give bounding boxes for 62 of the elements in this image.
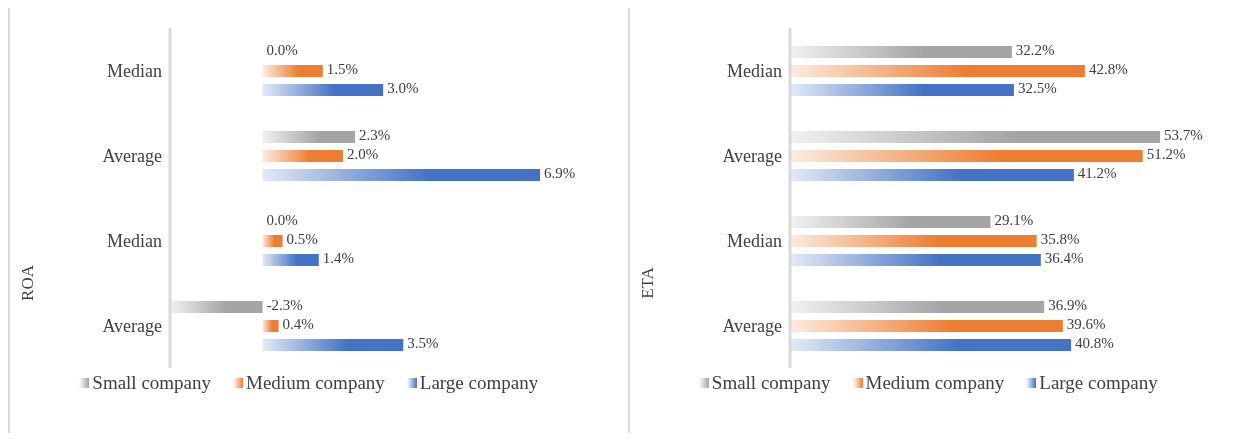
legend-label: Large company — [418, 372, 539, 394]
data-label: 6.9% — [544, 165, 576, 182]
data-label: 0.0% — [266, 212, 298, 229]
y-tick-label: Median — [726, 60, 782, 81]
data-label: -2.3% — [266, 297, 303, 314]
bar — [789, 320, 1063, 332]
data-label: 3.0% — [387, 80, 419, 97]
y-tick-label: Average — [102, 315, 163, 336]
bar — [262, 169, 540, 181]
legend-label: Large company — [1038, 372, 1158, 394]
data-label: 53.7% — [1163, 127, 1203, 144]
bar — [262, 235, 283, 247]
legend-label: Small company — [91, 372, 212, 394]
y-axis-title: ROA — [18, 265, 38, 301]
bar — [262, 320, 279, 332]
y-axis-title: ETA — [637, 267, 658, 299]
bar — [789, 254, 1041, 266]
legend-label: Medium company — [245, 372, 385, 394]
bar — [789, 84, 1014, 96]
data-label: 2.0% — [346, 146, 379, 163]
bar — [789, 339, 1071, 351]
y-tick-label: Average — [721, 145, 782, 166]
data-label: 42.8% — [1088, 61, 1128, 78]
data-label: 1.5% — [326, 61, 359, 78]
bar — [789, 65, 1085, 77]
data-label: 1.4% — [322, 250, 355, 267]
data-label: 32.2% — [1015, 42, 1055, 59]
data-label: 0.4% — [282, 316, 314, 333]
data-label: 0.0% — [266, 42, 298, 59]
data-label: 29.1% — [994, 212, 1033, 229]
bar — [789, 169, 1074, 181]
data-label: 41.2% — [1077, 165, 1117, 182]
data-label: 51.2% — [1146, 146, 1186, 163]
y-tick-label: Median — [726, 230, 782, 251]
bar — [789, 46, 1012, 58]
bar — [170, 301, 263, 313]
y-tick-label: Average — [721, 315, 782, 336]
bar — [789, 131, 1160, 143]
data-label: 36.4% — [1044, 250, 1084, 267]
data-label: 36.9% — [1047, 297, 1087, 314]
data-label: 3.5% — [407, 335, 439, 352]
bar — [789, 235, 1037, 247]
data-label: 0.5% — [286, 231, 318, 248]
legend-label: Small company — [710, 372, 831, 394]
data-label: 39.6% — [1066, 316, 1106, 333]
y-tick-label: Average — [102, 145, 163, 166]
bar — [262, 65, 323, 77]
data-label: 35.8% — [1040, 231, 1079, 248]
bar — [262, 131, 355, 143]
bar — [262, 254, 319, 266]
bar — [262, 339, 404, 351]
bar — [262, 84, 384, 96]
data-label: 2.3% — [359, 127, 391, 144]
data-label: 40.8% — [1074, 335, 1114, 352]
bar — [262, 150, 343, 162]
legend-label: Medium company — [864, 372, 1005, 394]
y-tick-label: Median — [107, 60, 162, 81]
bar — [789, 216, 990, 228]
bar — [789, 150, 1143, 162]
data-label: 32.5% — [1017, 80, 1057, 97]
y-tick-label: Median — [107, 230, 162, 251]
bar — [789, 301, 1044, 313]
